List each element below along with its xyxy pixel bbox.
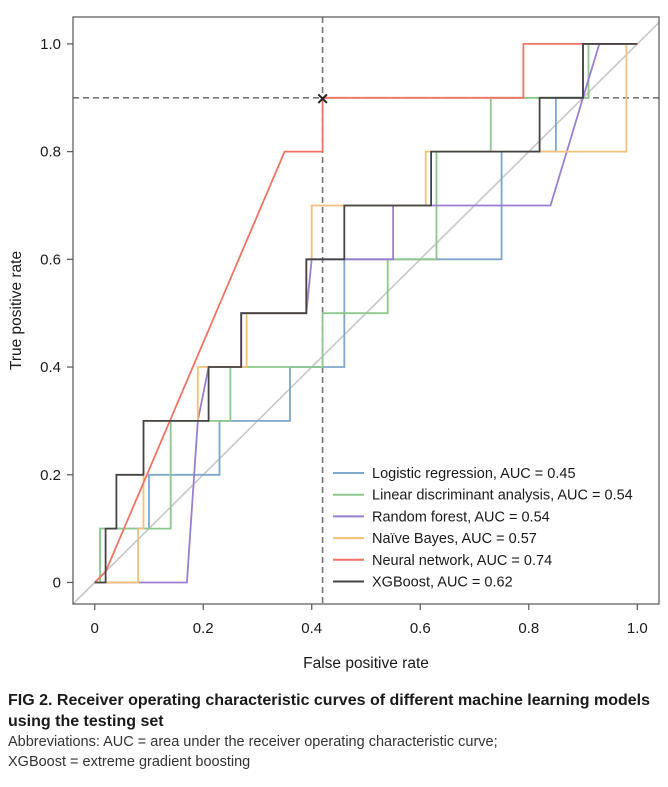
x-tick-label: 0.6 xyxy=(410,620,431,637)
y-tick-label: 0 xyxy=(53,574,61,591)
roc-chart: × 0 0.2 0.4 0.6 0.8 1.0 0 0.2 0.4 0.6 0.8 1.0 False… xyxy=(8,16,660,672)
caption-abbreviations-1: Abbreviations: AUC = area under the rece… xyxy=(8,734,498,750)
x-axis-label: False positive rate xyxy=(303,655,429,672)
x-tick-label: 1.0 xyxy=(627,620,648,637)
legend-label: Logistic regression, AUC = 0.45 xyxy=(372,466,576,482)
legend-label: Random forest, AUC = 0.54 xyxy=(372,509,550,525)
y-tick-label: 1.0 xyxy=(40,36,61,53)
axis-ticks: 0 0.2 0.4 0.6 0.8 1.0 0 0.2 0.4 0.6 0.8 1.0 xyxy=(40,36,648,637)
roc-curve-5 xyxy=(94,43,638,584)
y-axis-label: True positive rate xyxy=(8,251,25,370)
roc-curve-4 xyxy=(94,43,638,584)
x-tick-label: 0 xyxy=(91,620,99,637)
figure-caption: FIG 2. Receiver operating characteristic… xyxy=(8,690,658,772)
x-tick-label: 0.4 xyxy=(301,620,322,637)
legend-label: Linear discriminant analysis, AUC = 0.54 xyxy=(372,488,633,504)
legend-label: Naïve Bayes, AUC = 0.57 xyxy=(372,531,537,547)
legend-label: XGBoost, AUC = 0.62 xyxy=(372,575,513,591)
y-tick-label: 0.8 xyxy=(40,144,61,161)
legend: Logistic regression, AUC = 0.45 Linear di… xyxy=(333,466,633,591)
x-tick-label: 0.2 xyxy=(193,620,214,637)
caption-abbreviations-2: XGBoost = extreme gradient boosting xyxy=(8,754,251,770)
y-tick-label: 0.4 xyxy=(40,359,61,376)
reference-lines xyxy=(72,17,660,605)
x-tick-label: 0.8 xyxy=(518,620,539,637)
roc-curves xyxy=(94,43,638,584)
y-tick-label: 0.2 xyxy=(40,467,61,484)
y-tick-label: 0.6 xyxy=(40,251,61,268)
legend-label: Neural network, AUC = 0.74 xyxy=(372,553,552,569)
threshold-marker: × xyxy=(315,89,329,109)
threshold-marker-symbol: × xyxy=(315,89,329,109)
plot-frame xyxy=(72,16,660,605)
caption-title: FIG 2. Receiver operating characteristic… xyxy=(8,692,650,730)
